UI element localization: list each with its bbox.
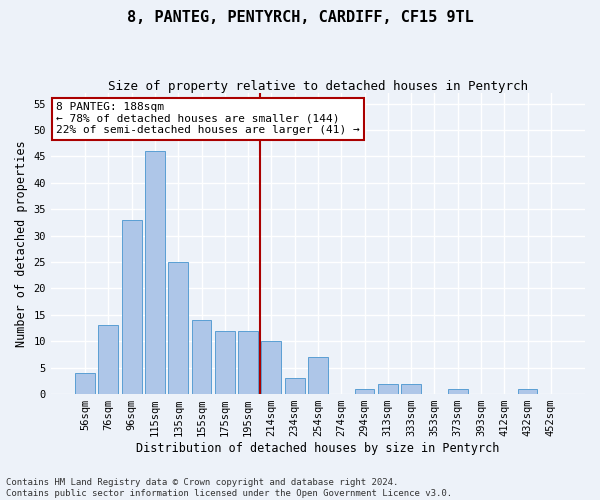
Text: 8, PANTEG, PENTYRCH, CARDIFF, CF15 9TL: 8, PANTEG, PENTYRCH, CARDIFF, CF15 9TL — [127, 10, 473, 25]
Bar — [169, 262, 188, 394]
Bar — [308, 357, 328, 394]
Text: Contains HM Land Registry data © Crown copyright and database right 2024.
Contai: Contains HM Land Registry data © Crown c… — [6, 478, 452, 498]
Bar — [75, 373, 95, 394]
Title: Size of property relative to detached houses in Pentyrch: Size of property relative to detached ho… — [108, 80, 528, 93]
Bar — [98, 326, 118, 394]
Bar — [285, 378, 305, 394]
Bar — [238, 330, 258, 394]
Bar — [518, 389, 538, 394]
X-axis label: Distribution of detached houses by size in Pentyrch: Distribution of detached houses by size … — [136, 442, 500, 455]
Bar — [401, 384, 421, 394]
Bar — [145, 151, 165, 394]
Bar — [262, 342, 281, 394]
Bar — [215, 330, 235, 394]
Bar — [378, 384, 398, 394]
Text: 8 PANTEG: 188sqm
← 78% of detached houses are smaller (144)
22% of semi-detached: 8 PANTEG: 188sqm ← 78% of detached house… — [56, 102, 360, 135]
Bar — [191, 320, 211, 394]
Y-axis label: Number of detached properties: Number of detached properties — [15, 140, 28, 347]
Bar — [448, 389, 467, 394]
Bar — [122, 220, 142, 394]
Bar — [355, 389, 374, 394]
